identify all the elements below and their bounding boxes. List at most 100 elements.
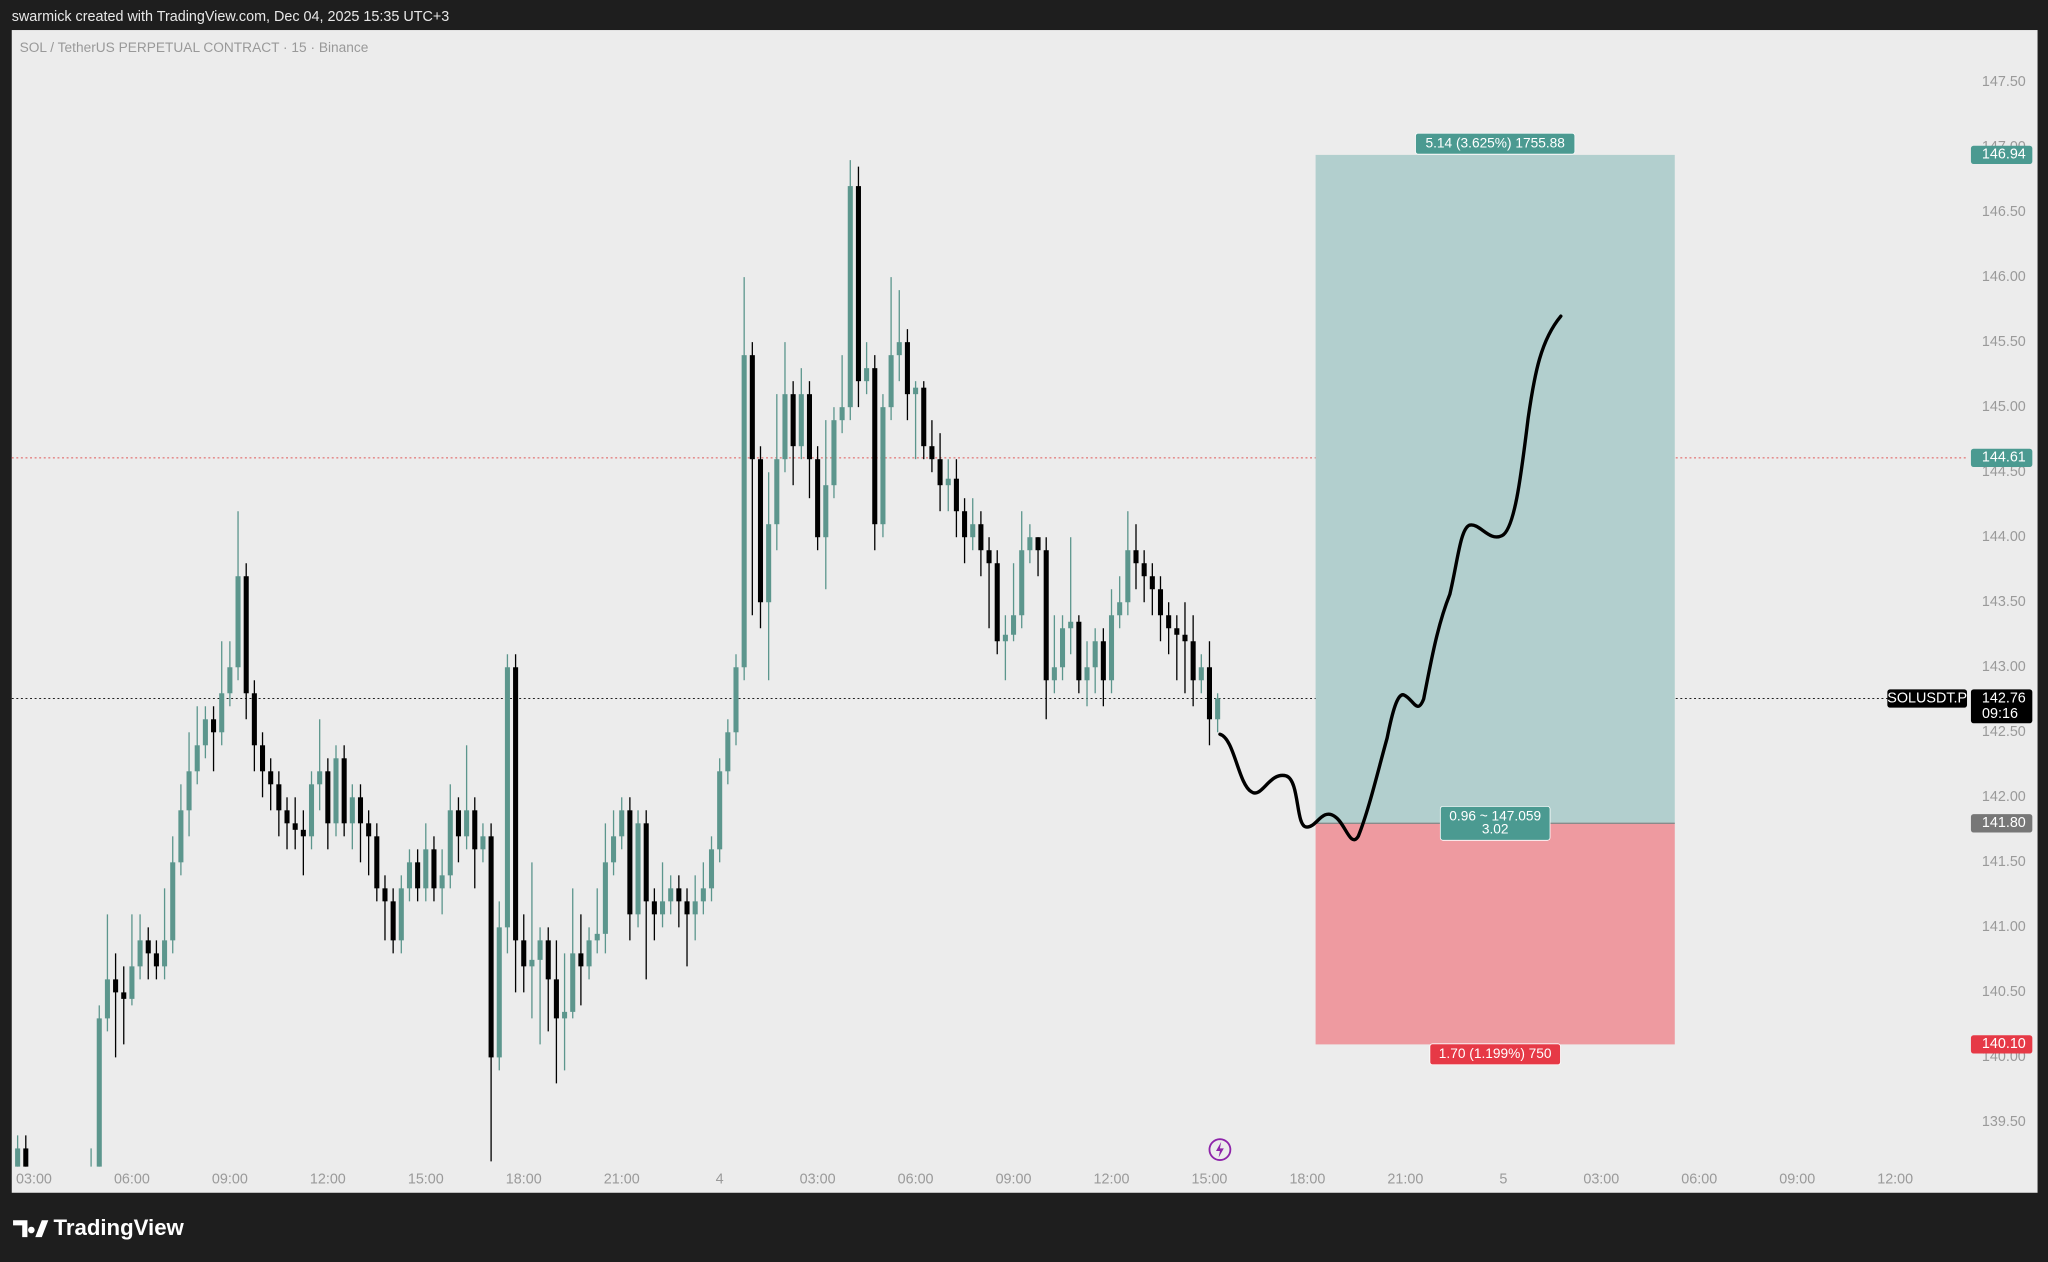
candle-body (970, 524, 976, 538)
logo-text: TradingView (54, 1215, 185, 1240)
candle-body (790, 394, 796, 447)
candle-body (235, 576, 241, 668)
candle-body (374, 836, 380, 889)
candle-body (1141, 563, 1147, 577)
candle-body (496, 927, 502, 1058)
chart-area (11, 30, 2038, 1193)
chart-title: SOL / TetherUS PERPETUAL CONTRACT · 15 ·… (20, 40, 369, 55)
candle-body (219, 693, 225, 733)
candle-body (202, 719, 208, 746)
candle-body (815, 459, 821, 538)
logo: TradingView (13, 1215, 185, 1240)
candle-body (243, 576, 249, 694)
entry-label-bg (1439, 805, 1551, 841)
candle-body (186, 771, 192, 811)
candle-body (170, 862, 176, 941)
target-badge-text: 146.94 (1982, 147, 2026, 163)
candle-body (1133, 550, 1139, 564)
candle-body (570, 953, 576, 1012)
candle-body (300, 829, 306, 837)
candle-body (578, 953, 584, 967)
candle-body (782, 394, 788, 460)
candle-body (823, 485, 829, 538)
y-tick-label: 145.00 (1982, 399, 2026, 415)
candle-body (888, 355, 894, 408)
candle-body (227, 667, 233, 694)
entry-label: 3.02 (1482, 821, 1509, 836)
candle-body (733, 667, 739, 733)
x-tick-label: 06:00 (1681, 1171, 1717, 1187)
candle-body (96, 1018, 102, 1167)
candle-body (1051, 667, 1057, 681)
y-tick-label: 142.00 (1982, 789, 2026, 805)
position-tool (1315, 154, 1675, 1045)
candle-body (292, 823, 298, 830)
candle-body (725, 732, 731, 772)
candle-body (708, 849, 715, 889)
candle-body (945, 478, 951, 486)
candle-body (284, 810, 290, 824)
axes: 139.50140.00140.50141.00141.50142.00142.… (11, 74, 2026, 1187)
candle-body (415, 862, 421, 889)
candle-body (994, 563, 1000, 642)
candle-body (251, 693, 257, 746)
candle-body (774, 459, 780, 525)
stop-badge (1970, 1035, 2033, 1054)
x-tick-label: 21:00 (604, 1171, 640, 1187)
candle-body (880, 407, 886, 525)
candle-body (1002, 634, 1008, 642)
candle-body (864, 368, 870, 382)
candle-body (1108, 615, 1115, 681)
candle-body (806, 394, 812, 460)
candle-body (211, 719, 217, 733)
x-tick-label: 03:00 (1583, 1171, 1619, 1187)
candle-body (341, 758, 347, 824)
candle-body (904, 342, 910, 395)
alert-badge-text: 144.61 (1982, 450, 2026, 466)
candle-body (113, 979, 119, 993)
replay-icon[interactable] (1208, 1138, 1232, 1162)
x-tick-label: 15:00 (408, 1171, 444, 1187)
candle-body (611, 836, 617, 863)
candle-body (847, 186, 853, 408)
entry-label: 0.96 ~ 147.059 (1449, 808, 1541, 823)
candle-body (1166, 615, 1172, 629)
target-zone (1315, 154, 1675, 824)
candle-body (1149, 576, 1155, 590)
candle-body (1019, 550, 1025, 616)
candle-body (1068, 621, 1074, 629)
candle-body (700, 888, 706, 902)
candle-body (455, 810, 461, 837)
candle-body (749, 355, 755, 460)
candle-body (129, 966, 135, 999)
candle-body (896, 342, 902, 356)
candle-body (1100, 641, 1106, 681)
candle-body (1215, 698, 1221, 720)
x-tick-label: 06:00 (898, 1171, 934, 1187)
candle-body (651, 901, 657, 915)
y-tick-label: 147.50 (1982, 74, 2026, 90)
y-tick-label: 145.50 (1982, 334, 2026, 350)
candle-body (398, 888, 404, 941)
candle-body (145, 940, 151, 954)
last-price-badge-text: 142.76 (1982, 690, 2026, 706)
candle-body (1092, 641, 1098, 668)
target-badge (1970, 145, 2033, 165)
y-tick-label: 139.50 (1982, 1114, 2026, 1130)
symbol-tag-text: SOLUSDT.P (1887, 690, 1967, 706)
y-tick-label: 143.50 (1982, 594, 2026, 610)
candle-body (1084, 667, 1090, 681)
candle-body (504, 667, 510, 928)
candle-body (1206, 667, 1212, 720)
candle-body (741, 355, 747, 668)
target-label-bg (1415, 132, 1576, 155)
candle-body (831, 420, 837, 486)
candle-body (929, 446, 935, 460)
candle-body (439, 875, 445, 889)
x-tick-label: 09:00 (212, 1171, 248, 1187)
y-tick-label: 142.50 (1982, 724, 2026, 740)
candle-body (1198, 667, 1204, 681)
x-tick-label: 06:00 (114, 1171, 150, 1187)
candle-body (978, 524, 984, 551)
